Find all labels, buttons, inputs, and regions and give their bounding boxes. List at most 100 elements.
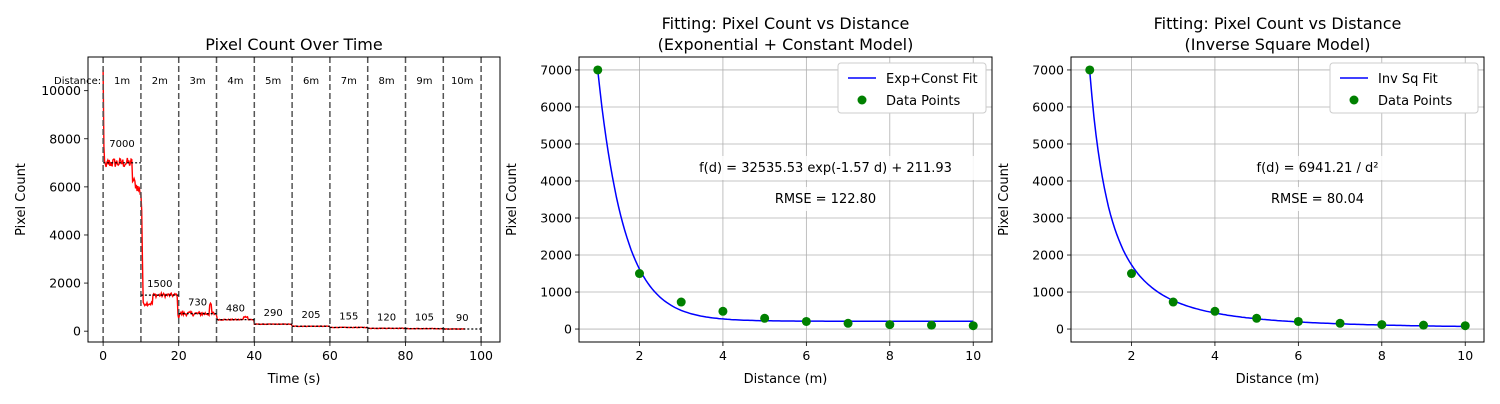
y-tick-label: 0: [564, 322, 572, 337]
segment-distance-label: 9m: [416, 76, 432, 87]
segment-distance-label: 5m: [265, 76, 281, 87]
y-tick-label: 4000: [1032, 173, 1064, 188]
rmse-label: RMSE = 122.80: [775, 192, 876, 207]
y-tick-label: 2000: [1032, 248, 1064, 263]
x-tick-label: 10: [1457, 348, 1473, 363]
x-tick-label: 8: [886, 348, 894, 363]
y-tick-label: 7000: [540, 62, 572, 77]
y-tick-label: 6000: [540, 99, 572, 114]
legend-box: [1329, 62, 1479, 114]
segment-mean-label: 1500: [147, 279, 172, 290]
y-axis-label: Pixel Count: [505, 163, 520, 236]
segment-mean-label: 90: [456, 313, 469, 324]
segment-distance-label: 10m: [451, 76, 473, 87]
data-point: [1085, 65, 1095, 75]
segment-mean-label: 105: [415, 313, 434, 324]
x-tick-label: 2: [636, 348, 644, 363]
y-tick-label: 6000: [49, 179, 81, 194]
data-point: [593, 65, 603, 75]
y-axis-label: Pixel Count: [14, 163, 29, 236]
plot-area: [1085, 65, 1470, 331]
annotation-box: [1236, 156, 1399, 180]
y-tick-label: 7000: [1032, 62, 1064, 77]
annotation-box: [766, 187, 885, 211]
segment-distance-label: 6m: [303, 76, 319, 87]
y-tick-label: 6000: [1032, 99, 1064, 114]
segment-distance-label: 2m: [152, 76, 168, 87]
x-tick-label: 80: [398, 348, 414, 363]
y-tick-label: 3000: [540, 211, 572, 226]
plot-area: [593, 65, 978, 331]
legend-points-label: Data Points: [886, 94, 960, 109]
y-tick-label: 2000: [49, 276, 81, 291]
axes-frame: [87, 56, 501, 343]
chart-3: Fitting: Pixel Count vs Distance (Inverse…: [997, 14, 1485, 387]
segment-mean-label: 480: [226, 304, 245, 315]
y-tick-label: 1000: [540, 285, 572, 300]
y-tick-label: 0: [1056, 322, 1064, 337]
data-point: [718, 306, 728, 316]
chart-subtitle: (Exponential + Constant Model): [658, 35, 914, 54]
y-tick-label: 5000: [540, 136, 572, 151]
x-tick-label: 2: [1128, 348, 1136, 363]
data-point: [1168, 297, 1178, 307]
x-tick-label: 0: [99, 348, 107, 363]
data-point: [1460, 321, 1470, 331]
y-tick-label: 1000: [1032, 285, 1064, 300]
legend-points-swatch: [1349, 95, 1359, 105]
fit-equation-label: f(d) = 6941.21 / d²: [1257, 161, 1379, 176]
data-point: [927, 320, 937, 330]
segment-distance-label: 1m: [114, 76, 130, 87]
legend-points-label: Data Points: [1378, 94, 1452, 109]
x-tick-label: 6: [1294, 348, 1302, 363]
data-point: [1210, 306, 1220, 316]
data-point: [1293, 316, 1303, 326]
chart-1: Pixel Count Over Time Time (s) Pixel Count…: [14, 35, 501, 387]
chart-subtitle: (Inverse Square Model): [1185, 35, 1371, 54]
chart-title: Fitting: Pixel Count vs Distance: [662, 14, 910, 33]
x-tick-label: 40: [246, 348, 262, 363]
segment-distance-label: 8m: [379, 76, 395, 87]
rmse-label: RMSE = 80.04: [1271, 192, 1364, 207]
x-axis-label: Time (s): [267, 372, 321, 387]
data-point: [1252, 313, 1262, 323]
legend-points-swatch: [857, 95, 867, 105]
segment-mean-label: 120: [377, 312, 396, 323]
data-point: [1377, 320, 1387, 330]
data-point: [760, 313, 770, 323]
legend-fit-label: Exp+Const Fit: [886, 72, 978, 87]
segment-distance-label: 3m: [190, 76, 206, 87]
legend-fit-label: Inv Sq Fit: [1378, 72, 1438, 87]
x-tick-label: 8: [1378, 348, 1386, 363]
data-point: [1126, 269, 1136, 279]
fit-curve: [1089, 72, 1466, 328]
fit-curve: [597, 70, 974, 322]
data-point: [801, 316, 811, 326]
x-tick-label: 10: [965, 348, 981, 363]
x-tick-label: 100: [469, 348, 493, 363]
x-tick-label: 60: [322, 348, 338, 363]
segment-mean-label: 730: [188, 298, 207, 309]
x-tick-label: 4: [719, 348, 727, 363]
segment-distance-label: 4m: [227, 76, 243, 87]
annotation-box: [1262, 187, 1373, 211]
distance-prefix-label: Distance:: [54, 76, 101, 87]
plot-area: [102, 57, 482, 342]
data-point: [885, 320, 895, 330]
data-point: [968, 321, 978, 331]
fit-equation-label: f(d) = 32535.53 exp(-1.57 d) + 211.93: [699, 161, 952, 176]
data-point: [676, 297, 686, 307]
y-tick-label: 3000: [1032, 211, 1064, 226]
chart-2: Fitting: Pixel Count vs Distance (Exponen…: [505, 14, 993, 387]
legend-box: [837, 62, 987, 114]
pixel-count-series: [102, 69, 466, 330]
axes-frame: [1070, 56, 1485, 343]
y-tick-label: 4000: [540, 173, 572, 188]
legend: Inv Sq Fit Data Points: [1329, 62, 1479, 114]
x-axis-label: Distance (m): [744, 372, 828, 387]
x-axis-label: Distance (m): [1236, 372, 1320, 387]
data-point: [1335, 318, 1345, 328]
chart-title: Pixel Count Over Time: [205, 35, 382, 54]
y-tick-label: 8000: [49, 131, 81, 146]
y-tick-label: 2000: [540, 248, 572, 263]
